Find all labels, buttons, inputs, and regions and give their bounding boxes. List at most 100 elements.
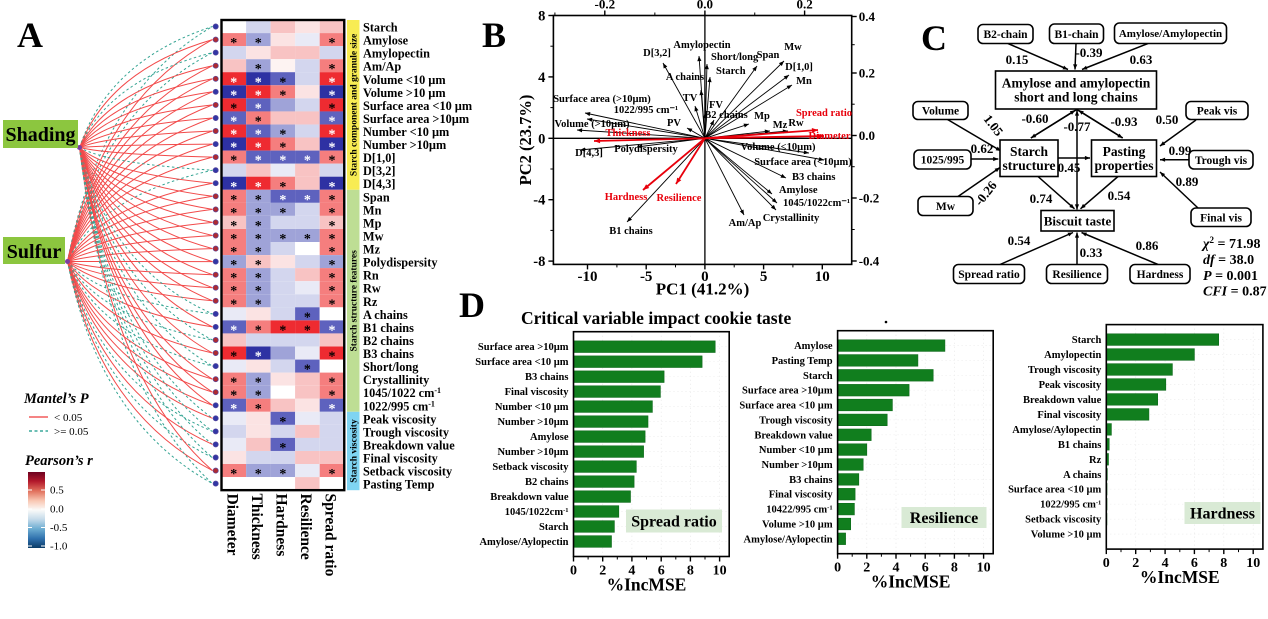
svg-text:Final viscosity: Final viscosity [363, 452, 439, 466]
svg-text:0.89: 0.89 [1176, 174, 1199, 189]
svg-text:-4: -4 [533, 193, 545, 209]
svg-text:A chains: A chains [666, 72, 704, 83]
svg-text:TV: TV [683, 93, 698, 104]
svg-text:Rz: Rz [1089, 455, 1102, 466]
svg-text:1045/1022cm⁻¹: 1045/1022cm⁻¹ [783, 198, 850, 209]
svg-text:8: 8 [538, 9, 545, 25]
svg-text:Spread ratio: Spread ratio [322, 494, 339, 577]
svg-text:B: B [482, 15, 506, 55]
svg-text:0.0: 0.0 [50, 504, 64, 516]
svg-text:Resilience: Resilience [657, 193, 702, 204]
svg-text:Mn: Mn [363, 203, 382, 217]
svg-text:Starch: Starch [1010, 144, 1048, 159]
svg-text:Resilience: Resilience [297, 494, 314, 560]
svg-text:-0.2: -0.2 [859, 191, 880, 206]
svg-text:10422/995 cm-1: 10422/995 cm-1 [766, 505, 832, 516]
svg-text:-8: -8 [533, 254, 545, 270]
svg-text:D[1,0]: D[1,0] [363, 151, 395, 165]
svg-text:0.45: 0.45 [1058, 160, 1081, 175]
svg-text:B1 chains: B1 chains [363, 321, 414, 335]
svg-text:%IncMSE: %IncMSE [1140, 567, 1220, 587]
svg-text:PC1 (41.2%): PC1 (41.2%) [656, 280, 749, 299]
svg-text:8: 8 [951, 561, 958, 576]
svg-text:Mp: Mp [363, 216, 382, 230]
svg-text:PC2 (23.7%): PC2 (23.7%) [516, 95, 535, 186]
svg-text:Amylopectin: Amylopectin [1044, 350, 1101, 361]
svg-text:B1 chains: B1 chains [1058, 440, 1101, 451]
svg-text:Setback viscosity: Setback viscosity [1025, 515, 1102, 526]
svg-text:Hardness: Hardness [605, 192, 648, 203]
svg-text:B3 chains: B3 chains [363, 347, 414, 361]
svg-text:Final viscosity: Final viscosity [1037, 410, 1102, 421]
svg-text:0.33: 0.33 [1080, 245, 1103, 260]
svg-text:1022/995 cm⁻¹: 1022/995 cm⁻¹ [614, 105, 678, 116]
svg-text:Breakdown value: Breakdown value [1023, 395, 1102, 406]
svg-text:Amylose: Amylose [363, 34, 409, 48]
svg-text:10: 10 [713, 564, 727, 579]
svg-text:Polydispersity: Polydispersity [363, 256, 438, 270]
svg-text:Amylose and amylopectin: Amylose and amylopectin [1002, 76, 1151, 91]
svg-text:2: 2 [863, 561, 870, 576]
svg-text:1045/1022 cm-1: 1045/1022 cm-1 [363, 386, 441, 400]
svg-text:D: D [459, 285, 485, 325]
svg-text:C: C [921, 18, 947, 58]
svg-text:0.4: 0.4 [859, 9, 876, 24]
svg-text:Crystallinity: Crystallinity [363, 373, 430, 387]
svg-text:-0.2: -0.2 [595, 0, 616, 12]
svg-text:Number >10µm: Number >10µm [762, 460, 833, 471]
svg-text:-0.93: -0.93 [1110, 114, 1138, 129]
svg-text:Sulfur: Sulfur [7, 241, 62, 263]
svg-text:Surface area <10 µm: Surface area <10 µm [363, 99, 473, 113]
svg-text:0.54: 0.54 [1108, 188, 1131, 203]
svg-text:Amylose: Amylose [794, 341, 833, 352]
svg-text:0.86: 0.86 [1136, 238, 1159, 253]
svg-text:Diameter: Diameter [809, 131, 851, 142]
svg-text:Pearson’s r: Pearson’s r [25, 453, 93, 469]
svg-text:Amylose/Amylopectin: Amylose/Amylopectin [1119, 28, 1222, 40]
svg-text:Final viscosity: Final viscosity [769, 490, 834, 501]
svg-text:Setback viscosity: Setback viscosity [492, 462, 569, 473]
svg-text:Surface area >10µm: Surface area >10µm [478, 342, 569, 353]
svg-text:B3 chains: B3 chains [792, 172, 835, 183]
svg-text:Volume: Volume [922, 106, 959, 118]
svg-text:Mantel’s P: Mantel’s P [23, 391, 89, 407]
svg-text:Span: Span [363, 190, 390, 204]
svg-text:Rw: Rw [788, 118, 804, 129]
svg-text:D[4,3]: D[4,3] [363, 177, 395, 191]
svg-text:Amylopectin: Amylopectin [363, 47, 430, 61]
svg-text:0.50: 0.50 [1156, 112, 1179, 127]
svg-text:Diameter: Diameter [223, 494, 240, 556]
svg-text:Resilience: Resilience [1052, 269, 1101, 281]
svg-text:0.0: 0.0 [859, 128, 875, 143]
svg-text:B2 chains: B2 chains [525, 477, 568, 488]
svg-text:Surface area <10 µm: Surface area <10 µm [1008, 485, 1101, 496]
svg-text:2: 2 [599, 564, 606, 579]
svg-text:Span: Span [757, 50, 780, 61]
svg-text:Hardness: Hardness [1137, 269, 1184, 281]
svg-text:Number >10µm: Number >10µm [363, 138, 447, 152]
svg-text:0.63: 0.63 [1130, 52, 1153, 67]
svg-text:0: 0 [1103, 556, 1110, 571]
svg-text:0: 0 [570, 564, 577, 579]
svg-text:2: 2 [1132, 556, 1139, 571]
svg-text:Surface area (<10µm): Surface area (<10µm) [754, 157, 852, 168]
svg-text:Starch: Starch [716, 66, 746, 77]
svg-text:Surface area (>10µm): Surface area (>10µm) [553, 94, 651, 105]
svg-text:Breakdown value: Breakdown value [754, 430, 833, 441]
svg-text:Am/Ap: Am/Ap [729, 218, 762, 229]
svg-text:Pasting Temp: Pasting Temp [772, 356, 833, 367]
svg-text:0: 0 [834, 561, 841, 576]
svg-text:%IncMSE: %IncMSE [871, 572, 951, 592]
svg-text:short and long chains: short and long chains [1014, 90, 1137, 105]
svg-text:D[3,2]: D[3,2] [643, 48, 671, 59]
svg-text:Hardness: Hardness [1190, 506, 1255, 523]
svg-text:8: 8 [1220, 556, 1227, 571]
svg-text:D[4,3]: D[4,3] [575, 148, 603, 159]
svg-text:Shading: Shading [5, 124, 75, 146]
svg-text:Rz: Rz [363, 295, 378, 309]
svg-text:Mw: Mw [363, 230, 384, 244]
svg-text:-10: -10 [578, 269, 598, 285]
svg-text:PV: PV [667, 118, 681, 129]
svg-text:0: 0 [538, 131, 545, 147]
svg-text:Spread ratio: Spread ratio [958, 269, 1020, 281]
